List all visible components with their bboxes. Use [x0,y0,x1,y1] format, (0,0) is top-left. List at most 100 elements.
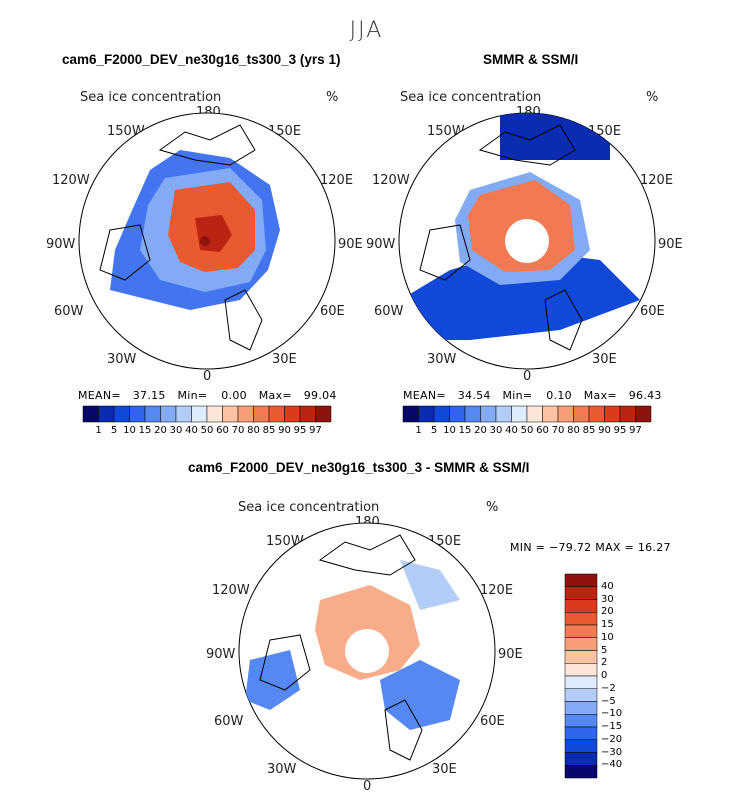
panel1-lon-60e: 60E [320,304,345,319]
panel3-colorbar-tick: −2 [601,682,616,694]
panel1-colorbar-tick: 85 [262,425,276,436]
panel3-colorbar-swatch [564,612,598,626]
panel3-colorbar-labels: 40 30 20 15 10 5 2 0 −2 −5 −10 −15 −20 −30 −40 [601,574,641,778]
panel3-unit-label: % [486,500,499,515]
panel1-title: cam6_F2000_DEV_ne30g16_ts300_3 (yrs 1) [62,52,341,67]
panel2-colorbar [402,405,652,423]
panel2-coastline [419,124,583,351]
panel2-lon-120e: 120E [640,173,674,188]
panel3-colorbar-swatch [564,675,598,689]
panel1-coastline [99,124,263,351]
panel3-colorbar-tick: −40 [601,759,623,771]
panel3-colorbar-tick: 30 [601,593,614,605]
panel3-colorbar-tick: 2 [601,657,608,669]
panel2-colorbar-tick: 70 [551,425,565,436]
panel2-variable-label: Sea ice concentration [400,90,542,105]
panel3-colorbar-tick: −5 [601,695,616,707]
panel1-colorbar-tick: 5 [110,425,118,436]
panel2-lon-30e: 30E [592,352,617,367]
panel3-diff-lightblue-region [400,560,460,610]
panel3-colorbar-swatch [564,726,598,740]
panel2-colorbar-labels: 1 5 10 15 20 30 40 50 60 70 80 85 90 95 97 [403,425,651,439]
panel2-max-label: Max= [583,389,617,402]
panel1-lon-90e: 90E [338,237,363,252]
panel2-unit-label: % [646,90,659,105]
panel1-lon-30w: 30W [107,352,137,367]
panel2-min-value: 0.10 [546,389,572,402]
panel2-colorbar-tick: 10 [443,425,456,436]
panel3-variable-label: Sea ice concentration [238,500,380,515]
panel3-lon-0: 0 [363,779,372,794]
panel3-lon-30e: 30E [432,762,457,777]
panel2-colorbar-tick: 40 [505,425,518,436]
panel1-lon-30e: 30E [272,352,297,367]
panel2-colorbar-tick: 1 [415,425,422,436]
panel3-colorbar-tick: −30 [601,746,623,758]
panel1-min-label: Min= [177,389,208,402]
panel1-max-value: 99.04 [303,389,337,402]
panel2-colorbar-tick: 90 [598,425,611,436]
panel2-lon-60w: 60W [374,304,404,319]
panel3-colorbar-swatch [564,688,598,702]
panel1-lon-120w: 120W [52,173,90,188]
panel1-colorbar-tick: 50 [200,425,214,436]
panel2-mean-label: MEAN= [403,389,446,402]
panel3-colorbar-swatch [564,663,598,677]
panel1-mean-value: 37.15 [132,389,166,402]
panel3-colorbar-swatch [564,752,598,766]
panel1-stats: MEAN= 37.15 Min= 0.00 Max= 99.04 [78,389,337,402]
panel1-colorbar-tick: 70 [231,425,245,436]
panel1-lon-0: 0 [203,369,212,384]
panel2-colorbar-tick: 50 [520,425,534,436]
panel3-lon-60w: 60W [214,714,244,729]
panel2-lon-90e: 90E [658,237,683,252]
panel1-lon-120e: 120E [320,173,354,188]
panel3-colorbar-swatch [564,586,598,600]
panel3-lon-90w: 90W [206,647,236,662]
panel3-colorbar [564,573,598,779]
panel3-colorbar-swatch [564,765,598,779]
panel2-colorbar-swatch [635,405,652,423]
panel1-colorbar [82,405,332,423]
panel3-colorbar-swatch [564,624,598,638]
panel1-ice-center [200,236,210,246]
panel3-colorbar-tick: −20 [601,733,623,745]
panel3-colorbar-swatch [564,701,598,715]
panel2-lon-90w: 90W [366,237,396,252]
panel2-lon-0: 0 [523,369,532,384]
panel1-variable-label: Sea ice concentration [80,90,222,105]
panel3-colorbar-swatch [564,714,598,728]
panel1-colorbar-labels: 1 5 10 15 20 30 40 50 60 70 80 85 90 95 97 [83,425,331,439]
panel1-max-label: Max= [258,389,292,402]
panel3-colorbar-swatch [564,573,598,587]
panel1-unit-label: % [326,90,339,105]
panel2-mean-value: 34.54 [457,389,491,402]
panel2-colorbar-tick: 60 [536,425,549,436]
panel2-stats: MEAN= 34.54 Min= 0.10 Max= 96.43 [403,389,662,402]
panel1-colorbar-tick: 30 [169,425,183,436]
panel3-lon-30w: 30W [267,762,297,777]
panel1-colorbar-tick: 1 [95,425,102,436]
panel2-title: SMMR & SSM/I [483,52,579,67]
panel3-colorbar-tick: 10 [601,631,614,643]
panel3-colorbar-tick: 15 [601,619,614,630]
panel3-colorbar-tick: 5 [601,644,608,656]
panel3-lon-90e: 90E [498,647,523,662]
panel1-colorbar-tick: 60 [216,425,229,436]
panel3-colorbar-tick: 0 [601,670,608,681]
panel2-colorbar-tick: 97 [629,425,642,436]
panel1-colorbar-tick: 80 [247,425,260,436]
panel3-colorbar-swatch [564,739,598,753]
panel2-lon-120w: 120W [372,173,410,188]
panel1-colorbar-tick: 15 [138,425,152,436]
panel3-diff-blue-region [245,650,460,730]
panel3-colorbar-tick: 20 [601,606,614,618]
panel2-min-label: Min= [502,389,533,402]
panel1-colorbar-tick: 10 [123,425,136,436]
page-title: JJA [349,18,384,43]
panel3-coastline [259,534,423,761]
panel2-pole-hole [505,219,549,263]
